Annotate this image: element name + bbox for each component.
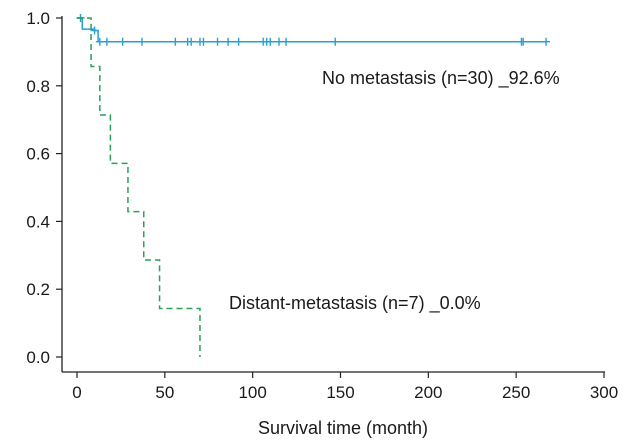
labels-group: Survival time (month) No metastasis (n=3… [229, 68, 560, 438]
censor-mark [275, 37, 284, 46]
censor-mark [234, 37, 243, 46]
censor-mark [171, 37, 180, 46]
series-label-no-metastasis: No metastasis (n=30) _92.6% [322, 68, 560, 89]
censor-mark [266, 37, 275, 46]
censor-mark [137, 37, 146, 46]
series-line-0 [77, 17, 548, 43]
censor-mark [542, 37, 551, 46]
x-axis-title: Survival time (month) [258, 418, 428, 438]
y-tick-label: 0.6 [26, 145, 50, 164]
censor-mark [213, 37, 222, 46]
x-tick-label: 100 [238, 383, 266, 402]
x-tick-label: 300 [590, 383, 618, 402]
y-tick-label: 0.2 [26, 280, 50, 299]
censor-mark [90, 26, 99, 35]
x-tick-label: 150 [326, 383, 354, 402]
x-tick-label: 0 [72, 383, 81, 402]
axes-group: 0 50 100 150 200 250 300 0.0 0.2 0.4 0.6 0.8 1.0 [26, 9, 618, 402]
y-tick-label: 0.0 [26, 348, 50, 367]
censor-mark [199, 37, 208, 46]
y-tick-label: 0.4 [26, 212, 50, 231]
x-tick-label: 50 [155, 383, 174, 402]
censor-mark [118, 37, 127, 46]
censor-mark [519, 37, 528, 46]
series-label-distant-metastasis: Distant-metastasis (n=7) _0.0% [229, 293, 481, 314]
censor-mark [282, 37, 291, 46]
censor-mark [331, 37, 340, 46]
x-tick-label: 250 [502, 383, 530, 402]
censor-mark [102, 37, 111, 46]
y-tick-label: 0.8 [26, 77, 50, 96]
censor-mark [187, 37, 196, 46]
plot-area [76, 14, 551, 357]
series-line-1 [77, 17, 201, 357]
x-tick-label: 200 [414, 383, 442, 402]
y-tick-label: 1.0 [26, 9, 50, 28]
censor-mark [95, 37, 104, 46]
censor-mark [224, 37, 233, 46]
